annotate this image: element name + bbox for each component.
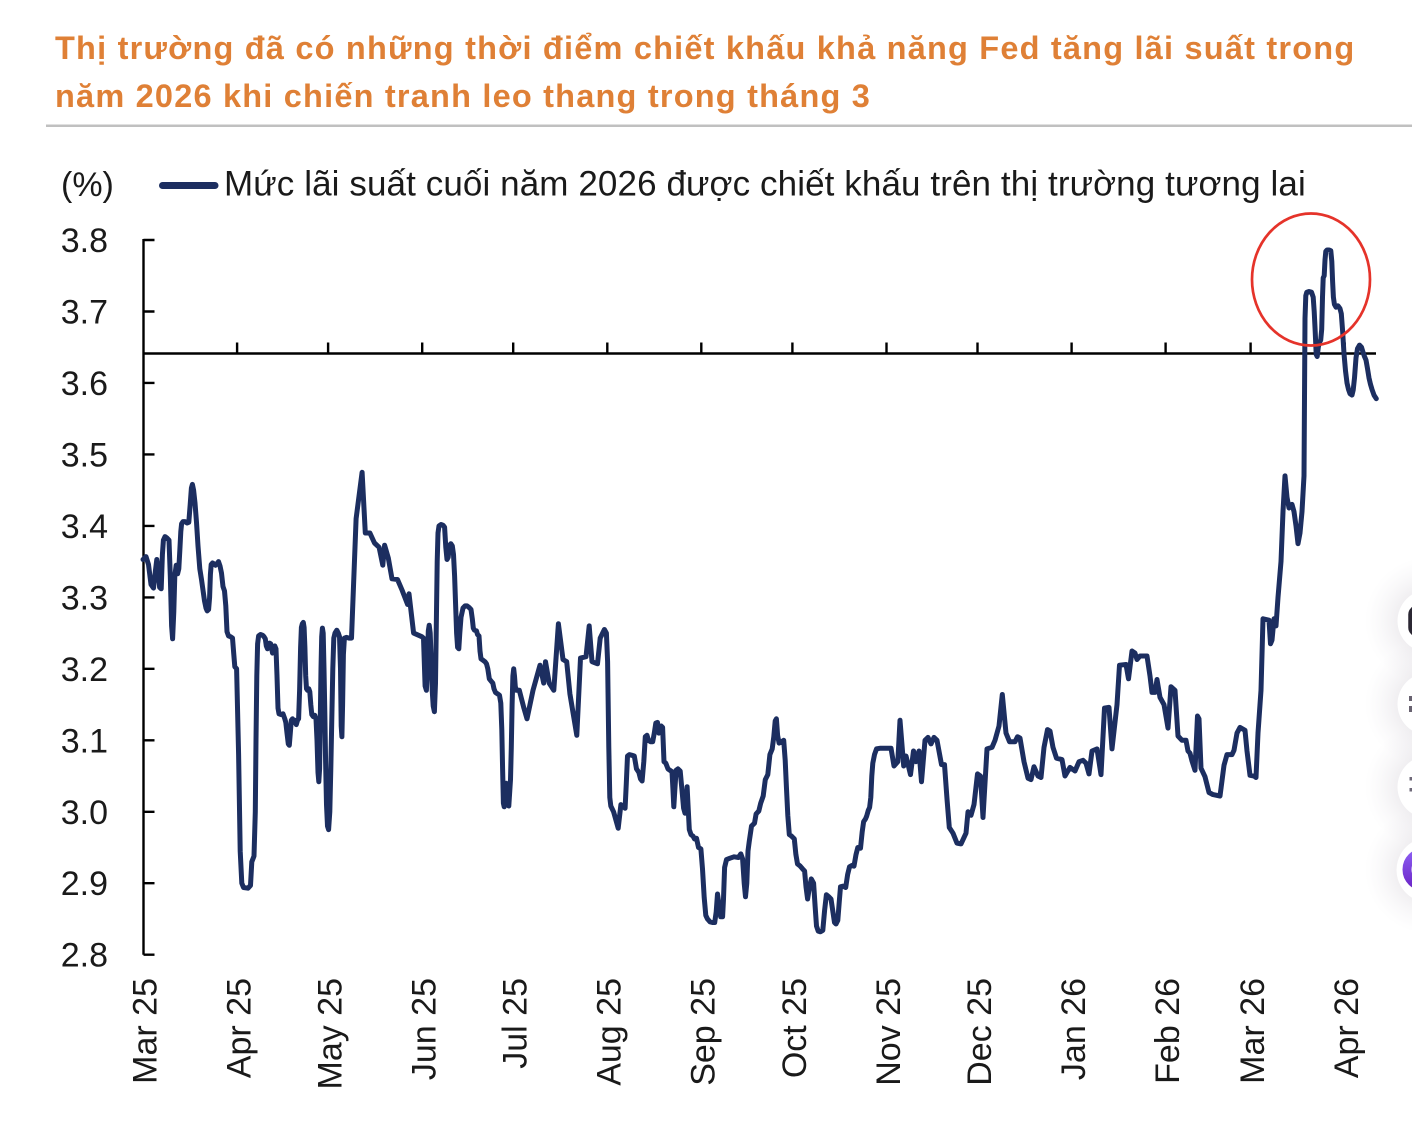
svg-text:Nov 25: Nov 25 — [870, 978, 908, 1086]
svg-text:3.4: 3.4 — [61, 508, 108, 546]
svg-text:Aug 25: Aug 25 — [591, 978, 629, 1086]
svg-text:năm 2026 khi chiến tranh leo t: năm 2026 khi chiến tranh leo thang trong… — [55, 78, 871, 114]
svg-text:3.3: 3.3 — [61, 579, 108, 617]
svg-text:2.8: 2.8 — [61, 937, 108, 975]
svg-text:Mar 25: Mar 25 — [126, 978, 164, 1084]
svg-text:Apr 25: Apr 25 — [221, 978, 259, 1078]
svg-text:Jan 26: Jan 26 — [1055, 978, 1093, 1080]
svg-text:Oct 25: Oct 25 — [776, 978, 814, 1078]
svg-text:3.0: 3.0 — [61, 794, 108, 832]
svg-text:Thị trường đã có những thời đi: Thị trường đã có những thời điểm chiết k… — [55, 30, 1355, 66]
svg-text:(%): (%) — [61, 166, 114, 204]
svg-text:Jul 25: Jul 25 — [497, 978, 535, 1069]
svg-text:Jun 25: Jun 25 — [406, 978, 444, 1080]
svg-text:Mức lãi suất cuối năm 2026 đượ: Mức lãi suất cuối năm 2026 được chiết kh… — [224, 165, 1306, 204]
svg-text:Feb 26: Feb 26 — [1149, 978, 1187, 1084]
svg-text:3.6: 3.6 — [61, 365, 108, 403]
svg-text:Dec 25: Dec 25 — [961, 978, 999, 1086]
svg-text:Mar 26: Mar 26 — [1234, 978, 1272, 1084]
svg-text:3.7: 3.7 — [61, 294, 108, 332]
svg-text:Apr 26: Apr 26 — [1328, 978, 1366, 1078]
svg-text:2.9: 2.9 — [61, 865, 108, 903]
svg-text:Sep 25: Sep 25 — [685, 978, 723, 1086]
svg-text:3.2: 3.2 — [61, 651, 108, 689]
svg-text:May 25: May 25 — [312, 978, 350, 1090]
svg-text:3.1: 3.1 — [61, 722, 108, 760]
svg-text:3.8: 3.8 — [61, 222, 108, 260]
svg-text:3.5: 3.5 — [61, 436, 108, 474]
